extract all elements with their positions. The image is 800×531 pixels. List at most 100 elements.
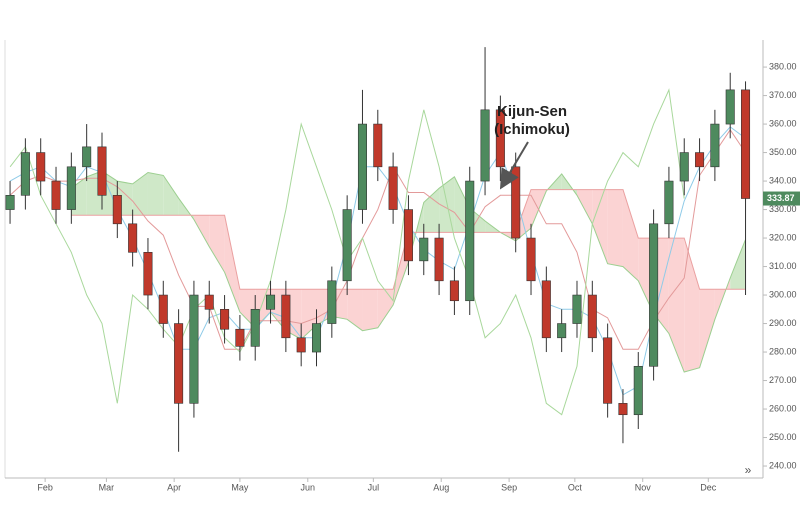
candle-body bbox=[557, 323, 567, 339]
candle-body bbox=[174, 323, 184, 404]
cloud-segment bbox=[193, 215, 210, 247]
candle-body bbox=[449, 280, 459, 302]
candle-body bbox=[342, 209, 352, 282]
candle-body bbox=[541, 280, 551, 339]
candle-body bbox=[572, 294, 582, 324]
x-tick-label: Feb bbox=[37, 482, 53, 492]
candle-body bbox=[51, 180, 61, 210]
cloud-segment bbox=[607, 189, 623, 267]
cloud-segment bbox=[347, 289, 363, 331]
candle-body bbox=[495, 109, 505, 168]
cloud-segment bbox=[576, 189, 593, 224]
cloud-segment bbox=[224, 215, 240, 313]
candle-body bbox=[695, 152, 705, 168]
price-tag-label: 333.87 bbox=[767, 193, 795, 203]
candle-body bbox=[618, 403, 628, 416]
cloud-segment bbox=[362, 289, 378, 331]
candle-body bbox=[266, 294, 276, 310]
candle-body bbox=[20, 152, 30, 196]
candle-body bbox=[649, 223, 659, 367]
candle-body bbox=[128, 223, 138, 253]
cloud-segment bbox=[699, 289, 715, 368]
candle-body bbox=[741, 89, 751, 199]
y-tick-label: 360.00 bbox=[769, 118, 797, 128]
cloud-segment bbox=[209, 215, 225, 273]
candle-body bbox=[204, 294, 214, 310]
candle-body bbox=[373, 123, 383, 168]
candle-body bbox=[235, 328, 245, 347]
x-tick-label: Nov bbox=[635, 482, 652, 492]
candle-body bbox=[465, 180, 475, 302]
candle-body bbox=[143, 252, 153, 296]
y-tick-label: 290.00 bbox=[769, 318, 797, 328]
candle-body bbox=[480, 109, 490, 182]
candle-body bbox=[357, 123, 367, 210]
annotation-arrow bbox=[499, 141, 529, 190]
candle-body bbox=[419, 237, 429, 262]
y-tick-label: 250.00 bbox=[769, 432, 797, 442]
candle-body bbox=[434, 237, 444, 282]
candle-body bbox=[158, 294, 168, 324]
y-tick-label: 300.00 bbox=[769, 289, 797, 299]
cloud-segment bbox=[163, 175, 179, 216]
y-tick-label: 260.00 bbox=[769, 403, 797, 413]
candle-body bbox=[189, 294, 199, 404]
candle-body bbox=[220, 308, 230, 330]
annotation-line: (Ichimoku) bbox=[494, 121, 570, 138]
indicator-line bbox=[9, 128, 746, 350]
candle-body bbox=[250, 308, 260, 347]
candles-layer bbox=[5, 47, 751, 452]
cloud-segment bbox=[668, 238, 685, 372]
x-tick-label: Sep bbox=[501, 482, 517, 492]
cloud-segment bbox=[592, 189, 608, 264]
y-tick-label: 340.00 bbox=[769, 175, 797, 185]
cloud-segment bbox=[684, 238, 700, 372]
x-tick-label: Apr bbox=[167, 482, 181, 492]
y-tick-label: 240.00 bbox=[769, 460, 797, 470]
candle-body bbox=[603, 337, 613, 404]
cloud-segment bbox=[132, 172, 148, 216]
cloud-segment bbox=[147, 172, 164, 216]
candle-body bbox=[526, 237, 536, 282]
x-tick-label: May bbox=[231, 482, 249, 492]
x-tick-label: Mar bbox=[99, 482, 115, 492]
y-tick-label: 370.00 bbox=[769, 90, 797, 100]
candle-body bbox=[664, 180, 674, 225]
candle-body bbox=[633, 365, 643, 416]
y-tick-label: 270.00 bbox=[769, 375, 797, 385]
candle-body bbox=[296, 337, 306, 353]
candle-body bbox=[112, 195, 122, 225]
candle-body bbox=[679, 152, 689, 182]
candle-body bbox=[710, 123, 720, 168]
candle-body bbox=[725, 89, 735, 125]
scroll-button[interactable]: » bbox=[745, 463, 752, 477]
axes-layer: 240.00 250.00 260.00 270.00 280.00 290.00 300.… bbox=[4, 40, 797, 492]
candle-body bbox=[36, 152, 46, 182]
x-tick-label: Jul bbox=[368, 482, 380, 492]
y-tick-label: 320.00 bbox=[769, 232, 797, 242]
y-tick-label: 310.00 bbox=[769, 261, 797, 271]
x-tick-label: Jun bbox=[301, 482, 316, 492]
candle-body bbox=[97, 146, 107, 196]
y-tick-label: 380.00 bbox=[769, 61, 797, 71]
x-tick-label: Aug bbox=[433, 482, 449, 492]
candle-body bbox=[5, 195, 15, 210]
candle-body bbox=[82, 146, 92, 168]
candle-body bbox=[511, 166, 521, 239]
y-tick-label: 280.00 bbox=[769, 346, 797, 356]
candle-body bbox=[388, 166, 398, 210]
cloud-segment bbox=[730, 239, 746, 290]
candle-body bbox=[281, 294, 291, 339]
candle-body bbox=[327, 280, 337, 324]
candle-body bbox=[311, 323, 322, 353]
cloud-segment bbox=[622, 189, 639, 281]
x-tick-label: Dec bbox=[700, 482, 717, 492]
candle-body bbox=[66, 166, 76, 210]
annotation-line: Kijun-Sen bbox=[497, 103, 567, 120]
cloud-segment bbox=[377, 289, 394, 328]
candle-body bbox=[587, 294, 597, 339]
y-tick-label: 330.00 bbox=[769, 204, 797, 214]
price-tag bbox=[763, 191, 800, 206]
y-tick-label: 350.00 bbox=[769, 147, 797, 157]
